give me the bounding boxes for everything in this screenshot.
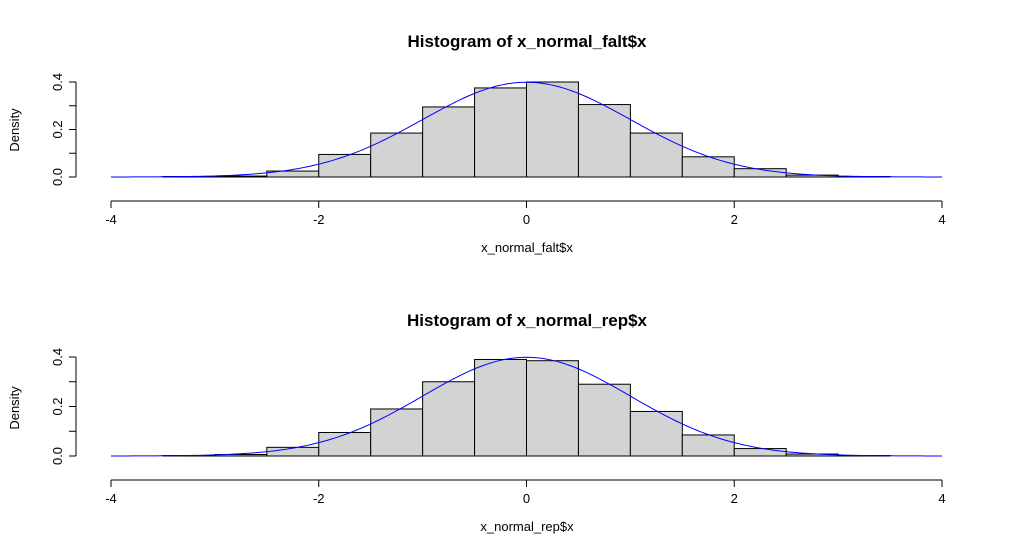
histogram-bar-9: [577, 104, 631, 178]
histogram-bar-11: [681, 434, 735, 457]
histogram-bar-10: [629, 410, 683, 457]
y-tick-label: 0.0: [50, 447, 65, 465]
x-axis-label: x_normal_rep$x: [480, 519, 574, 534]
x-tick-label: 0: [523, 491, 530, 506]
y-tick-label: 0.0: [50, 168, 65, 186]
y-axis-label: Density: [7, 386, 22, 430]
histogram-bar-8: [526, 81, 579, 178]
y-tick-label: 0.4: [50, 348, 65, 366]
y-tick-label: 0.2: [50, 120, 65, 138]
y-tick-label: 0.2: [50, 397, 65, 415]
histogram-bar-9: [577, 383, 631, 457]
histogram-bar-12: [733, 448, 787, 457]
x-axis-label: x_normal_falt$x: [481, 240, 573, 255]
histogram-bar-4: [318, 431, 372, 457]
histogram-bar-11: [681, 156, 735, 178]
histogram-bar-4: [318, 153, 372, 178]
x-tick-label: -4: [105, 212, 117, 227]
x-tick-label: 2: [731, 212, 738, 227]
density-curve-group: [110, 81, 943, 178]
histogram-bar-6: [422, 381, 476, 457]
density-curve-group: [110, 356, 943, 457]
chart-title: Histogram of x_normal_falt$x: [407, 32, 647, 51]
histogram-bar-5: [370, 132, 424, 178]
bars-group: [162, 81, 891, 178]
histogram-panel-1: Histogram of x_normal_falt$x x_normal_fa…: [7, 32, 946, 255]
histogram-bar-5: [370, 408, 424, 457]
y-axis: 0.0 0.2 0.4: [50, 73, 77, 186]
histogram-bar-7: [474, 358, 527, 457]
normal-density-curve: [110, 81, 943, 178]
x-tick-label: -4: [105, 491, 117, 506]
histogram-bar-7: [474, 87, 527, 178]
histogram-bar-8: [526, 360, 579, 457]
y-axis: 0.0 0.2 0.4: [50, 348, 77, 465]
x-tick-label: 0: [523, 212, 530, 227]
x-tick-label: -2: [313, 491, 325, 506]
x-tick-label: -2: [313, 212, 325, 227]
histogram-bar-6: [422, 106, 476, 178]
x-axis: -4 -2 0 2 4: [105, 200, 946, 227]
chart-title: Histogram of x_normal_rep$x: [407, 311, 648, 330]
histogram-bar-10: [629, 132, 683, 178]
normal-density-curve: [110, 356, 943, 457]
x-axis: -4 -2 0 2 4: [105, 479, 946, 506]
bars-group: [162, 358, 891, 457]
x-tick-label: 4: [938, 491, 945, 506]
y-tick-label: 0.4: [50, 73, 65, 91]
x-tick-label: 4: [938, 212, 945, 227]
histogram-panel-2: Histogram of x_normal_rep$x x_normal_rep…: [7, 311, 946, 534]
x-tick-label: 2: [731, 491, 738, 506]
y-axis-label: Density: [7, 108, 22, 152]
